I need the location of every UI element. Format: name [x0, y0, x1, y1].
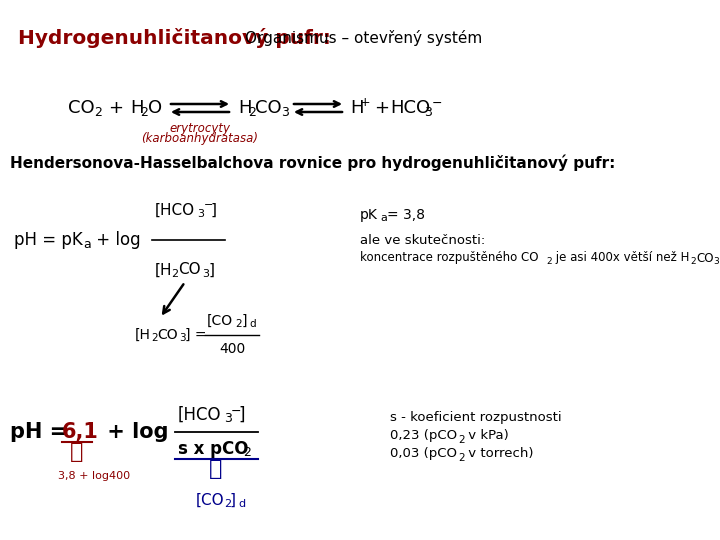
Text: ]: ]: [238, 406, 245, 424]
Text: v kPa): v kPa): [464, 429, 509, 442]
Text: + log: + log: [100, 422, 168, 442]
Text: CO: CO: [178, 262, 201, 278]
Text: 3: 3: [197, 209, 204, 219]
Text: +: +: [374, 99, 389, 117]
Text: 2: 2: [235, 319, 242, 329]
Text: CO: CO: [157, 328, 178, 342]
Text: ] =: ] =: [185, 328, 207, 342]
Text: je asi 400x větší než H: je asi 400x větší než H: [552, 252, 689, 265]
Text: ⎸: ⎸: [71, 442, 84, 462]
Text: = 3,8: = 3,8: [387, 208, 425, 222]
Text: 3: 3: [713, 256, 719, 266]
Text: +: +: [360, 97, 371, 110]
Text: ale ve skutečnosti:: ale ve skutečnosti:: [360, 233, 485, 246]
Text: + log: + log: [91, 231, 140, 249]
Text: v torrech): v torrech): [464, 448, 534, 461]
Text: 2: 2: [243, 447, 251, 460]
Text: a: a: [83, 238, 91, 251]
Text: s - koeficient rozpustnosti: s - koeficient rozpustnosti: [390, 411, 562, 424]
Text: koncentrace rozpuštěného CO: koncentrace rozpuštěného CO: [360, 252, 539, 265]
Text: [H: [H: [135, 328, 151, 342]
Text: a: a: [380, 213, 387, 223]
Text: ]: ]: [242, 314, 248, 328]
Text: 2: 2: [151, 333, 158, 343]
Text: HCO: HCO: [390, 99, 430, 117]
Text: CO: CO: [68, 99, 94, 117]
Text: 2: 2: [171, 269, 178, 279]
Text: pH =: pH =: [10, 422, 74, 442]
Text: ]: ]: [230, 492, 236, 508]
Text: −: −: [204, 200, 213, 210]
Text: 0,23 (pCO: 0,23 (pCO: [390, 429, 457, 442]
Text: ]: ]: [211, 202, 217, 218]
Text: H: H: [130, 99, 143, 117]
Text: d: d: [238, 499, 245, 509]
Text: 2: 2: [546, 256, 552, 266]
Text: Organismus – otevřený systém: Organismus – otevřený systém: [245, 30, 482, 46]
Text: Hendersonova-Hasselbalchova rovnice pro hydrogenuhličitanový pufr:: Hendersonova-Hasselbalchova rovnice pro …: [10, 155, 616, 171]
Text: [CO: [CO: [196, 492, 225, 508]
Text: 2: 2: [140, 106, 148, 119]
Text: [CO: [CO: [207, 314, 233, 328]
Text: +: +: [108, 99, 123, 117]
Text: 3: 3: [224, 413, 232, 426]
Text: −: −: [432, 97, 443, 110]
Text: (karboanhydratasa): (karboanhydratasa): [142, 132, 258, 145]
Text: [H: [H: [155, 262, 173, 278]
Text: 3: 3: [281, 106, 289, 119]
Text: 2: 2: [248, 106, 256, 119]
Text: CO: CO: [255, 99, 282, 117]
Text: 3: 3: [424, 106, 432, 119]
Text: H: H: [238, 99, 251, 117]
Text: 2: 2: [94, 106, 102, 119]
Text: 400: 400: [219, 342, 246, 356]
Text: s x pCO: s x pCO: [178, 440, 248, 458]
Text: ⎸: ⎸: [210, 459, 222, 479]
Text: 3: 3: [202, 269, 209, 279]
Text: 2: 2: [690, 256, 696, 266]
Text: ]: ]: [209, 262, 215, 278]
Text: pH = pK: pH = pK: [14, 231, 83, 249]
Text: 3: 3: [179, 333, 186, 343]
Text: CO: CO: [696, 252, 714, 265]
Text: H: H: [350, 99, 364, 117]
Text: 6,1: 6,1: [62, 422, 99, 442]
Text: 2: 2: [458, 453, 464, 463]
Text: [HCO: [HCO: [155, 202, 195, 218]
Text: 3,8 + log400: 3,8 + log400: [58, 471, 130, 481]
Text: −: −: [231, 404, 241, 417]
Text: 2: 2: [224, 499, 231, 509]
Text: 0,03 (pCO: 0,03 (pCO: [390, 448, 457, 461]
Text: 2: 2: [458, 435, 464, 445]
Text: d: d: [249, 319, 256, 329]
Text: pK: pK: [360, 208, 378, 222]
Text: Hydrogenuhličitanový pufr:: Hydrogenuhličitanový pufr:: [18, 28, 331, 48]
Text: O: O: [148, 99, 162, 117]
Text: erytrocyty: erytrocyty: [169, 122, 230, 135]
Text: [HCO: [HCO: [178, 406, 222, 424]
